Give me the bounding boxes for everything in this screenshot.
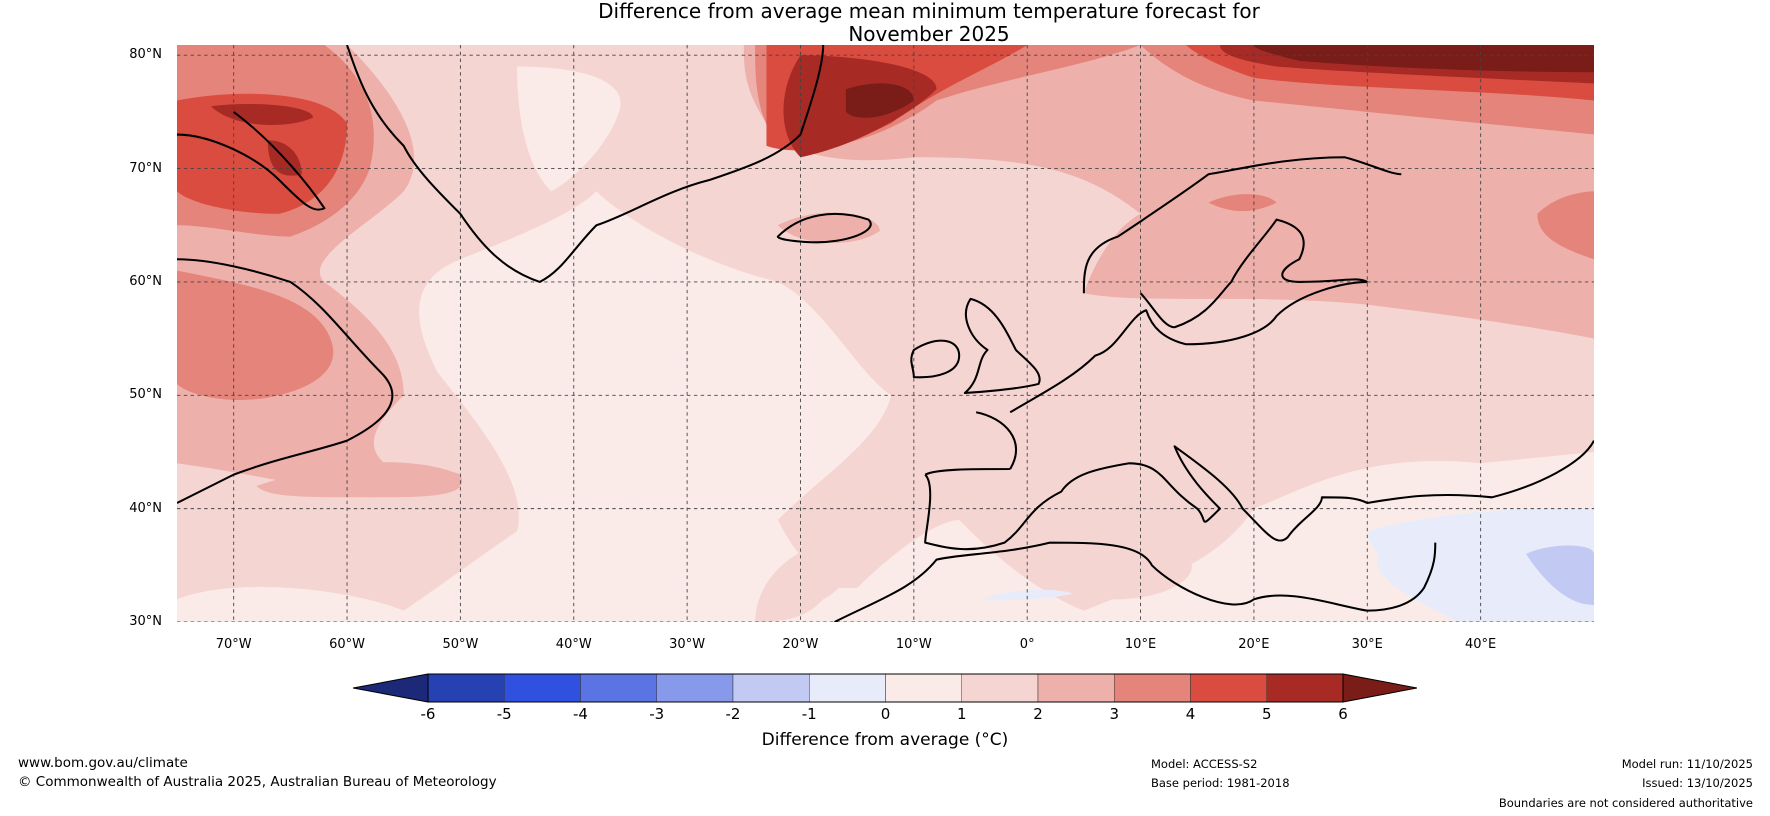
longitude-label: 10°W [895, 637, 932, 652]
footer-model: Model: ACCESS-S2 [1151, 757, 1258, 771]
colorbar-tick-label: -3 [649, 705, 665, 723]
anomaly-neg2-neg1-region [1525, 545, 1594, 605]
colorbar-over-triangle [1342, 673, 1417, 703]
colorbar-tick-label: 1 [956, 705, 967, 723]
longitude-label: 70°W [215, 637, 252, 652]
latitude-label: 70°N [129, 160, 162, 176]
longitude-label: 30°W [669, 637, 706, 652]
anomaly-1-2-patch [755, 542, 847, 622]
coastlines [177, 45, 1594, 622]
colorbar-segment [504, 673, 581, 703]
colorbar-tick-label: 3 [1109, 705, 1120, 723]
coastline-iceland [776, 212, 872, 244]
colorbar-tick-label: 4 [1185, 705, 1196, 723]
colorbar-tick-label: -6 [420, 705, 436, 723]
longitude-label: 30°E [1351, 637, 1383, 652]
colorbar-segment [732, 673, 810, 703]
footer-copyright: © Commonwealth of Australia 2025, Austra… [18, 774, 497, 790]
latitude-label: 40°N [129, 500, 162, 516]
coastline-europe [924, 280, 1594, 551]
anomaly-1-2-patch-med [1061, 542, 1192, 600]
anomaly-2-3-region-atlantic [256, 462, 463, 498]
colorbar-under-triangle [353, 673, 429, 703]
colorbar-segment [1114, 673, 1191, 703]
anomaly-neg1-0-region-sahara [981, 589, 1073, 601]
footer-disclaimer: Boundaries are not considered authoritat… [1498, 796, 1753, 810]
longitude-label: 40°W [555, 637, 592, 652]
latitude-label: 30°N [129, 614, 162, 629]
anomaly-3-4-region-russia [1537, 191, 1594, 260]
anomaly-0-1-region-greenland [517, 66, 621, 192]
footer-url[interactable]: www.bom.gov.au/climate [18, 755, 188, 771]
footer-base-period: Base period: 1981-2018 [1151, 776, 1290, 790]
longitude-label: 60°W [329, 637, 365, 652]
latitude-label: 80°N [129, 47, 162, 63]
colorbar-segment [656, 673, 734, 703]
colorbar-tick-label: 6 [1338, 705, 1348, 723]
latitude-label: 60°N [129, 273, 162, 289]
coastline-ireland [910, 339, 961, 379]
colorbar-tick-label: 0 [880, 705, 891, 723]
anomaly-over-6-region-greenland-sea [845, 83, 914, 118]
colorbar-tick-label: 5 [1261, 705, 1272, 723]
coastline-uk [963, 297, 1041, 395]
anomaly-2-3-region-arctic-europe [743, 45, 1594, 339]
colorbar-tick-label: -4 [573, 705, 588, 723]
coastline-baffin [177, 111, 326, 211]
latitude-label: 50°N [129, 387, 162, 403]
footer-model-run: Model run: 11/10/2025 [1621, 757, 1753, 771]
colorbar-segment [885, 673, 962, 703]
colorbar-tick-label: -5 [496, 705, 512, 723]
colorbar-segment [1190, 673, 1267, 703]
colorbar-segment [1037, 673, 1115, 703]
colorbar-tick-label: 2 [1033, 705, 1043, 723]
anomaly-over-6-region-barents [1253, 45, 1594, 73]
map-title: Difference from average mean minimum tem… [529, 0, 1329, 46]
longitude-label: 20°E [1238, 637, 1270, 652]
anomaly-4-5-region-baffin [177, 93, 348, 214]
anomaly-3-4-region-scandinavia [1208, 194, 1277, 212]
colorbar-segment [809, 673, 886, 703]
coastline-scandinavia [1082, 156, 1402, 329]
title-line-2: November 2025 [848, 22, 1010, 46]
anomaly-5-6-region-baffin [211, 103, 314, 125]
longitude-label: 50°W [442, 637, 479, 652]
anomaly-3-4-region-labrador [177, 270, 334, 400]
colorbar-tick-label: -2 [725, 705, 741, 723]
longitude-label: 20°W [782, 637, 819, 652]
longitude-label: 0° [1019, 637, 1035, 652]
colorbar-segment [1266, 673, 1344, 703]
colorbar-segment [961, 673, 1039, 703]
colorbar [353, 673, 1417, 703]
colorbar-outline [427, 673, 1344, 703]
colorbar-segment [580, 673, 657, 703]
footer-issued: Issued: 13/10/2025 [1642, 776, 1753, 790]
colorbar-tick-label: -1 [801, 705, 817, 723]
temperature-anomaly-map [177, 45, 1594, 622]
coastline-canada [177, 258, 394, 504]
coastline-greenland [346, 45, 825, 283]
title-line-1: Difference from average mean minimum tem… [598, 0, 1260, 23]
anomaly-0-1-region-atlantic [177, 191, 1594, 622]
coastline-africa [834, 541, 1437, 622]
longitude-label: 40°E [1464, 637, 1497, 652]
longitude-label: 10°E [1124, 637, 1157, 652]
colorbar-segment [427, 673, 505, 703]
colorbar-label: Difference from average (°C) [761, 730, 1009, 750]
